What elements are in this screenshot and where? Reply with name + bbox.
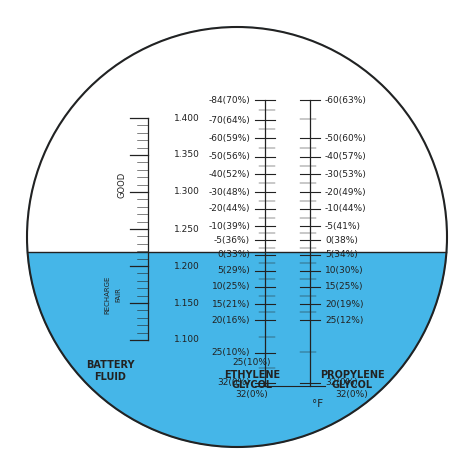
Text: °F: °F [312,399,324,409]
Text: 1.100: 1.100 [174,336,200,345]
Text: ETHYLENE: ETHYLENE [224,370,280,380]
Text: -84(70%): -84(70%) [208,95,250,104]
Text: -5(41%): -5(41%) [325,221,361,230]
Text: 5(34%): 5(34%) [325,250,358,259]
Text: 1.350: 1.350 [174,151,200,159]
Text: 0(38%): 0(38%) [325,236,358,245]
Text: 10(25%): 10(25%) [211,283,250,292]
Text: 1.150: 1.150 [174,299,200,308]
Text: -70(64%): -70(64%) [208,116,250,125]
Text: 25(12%): 25(12%) [325,316,364,325]
Text: 15(25%): 15(25%) [325,283,364,292]
Text: GOOD: GOOD [118,172,127,198]
Text: 32(0%): 32(0%) [236,390,268,399]
Text: -60(59%): -60(59%) [208,134,250,143]
Text: 1.300: 1.300 [174,188,200,197]
Text: 0(33%): 0(33%) [217,250,250,259]
Text: -10(44%): -10(44%) [325,204,366,213]
Text: -40(52%): -40(52%) [209,170,250,179]
Text: 32(0%): 32(0%) [217,379,250,388]
Text: -40(57%): -40(57%) [325,153,367,162]
Polygon shape [27,27,447,252]
Text: 20(19%): 20(19%) [325,300,364,309]
Text: 20(16%): 20(16%) [211,316,250,325]
Text: -50(60%): -50(60%) [325,134,367,143]
Text: GLYCOL: GLYCOL [331,380,373,390]
Text: 1.400: 1.400 [174,113,200,122]
Text: FAIR: FAIR [115,288,121,302]
Text: -30(48%): -30(48%) [208,188,250,197]
Text: RECHARGE: RECHARGE [104,276,110,314]
Text: 10(30%): 10(30%) [325,266,364,275]
Text: 25(10%): 25(10%) [233,358,271,367]
Text: -20(49%): -20(49%) [325,188,366,197]
Text: PROPYLENE: PROPYLENE [319,370,384,380]
Text: 32(0%): 32(0%) [336,390,368,399]
Text: -20(44%): -20(44%) [209,204,250,213]
Text: 15(21%): 15(21%) [211,300,250,309]
Text: -60(63%): -60(63%) [325,95,367,104]
Text: -10(39%): -10(39%) [208,221,250,230]
Text: GLYCOL: GLYCOL [231,380,273,390]
Polygon shape [27,27,447,447]
Text: 32(0%): 32(0%) [325,379,358,388]
Text: 1.250: 1.250 [174,225,200,234]
Text: -30(53%): -30(53%) [325,170,367,179]
Text: -5(36%): -5(36%) [214,236,250,245]
Text: 5(29%): 5(29%) [217,266,250,275]
Text: 1.200: 1.200 [174,262,200,271]
Text: -50(56%): -50(56%) [208,153,250,162]
Text: 25(10%): 25(10%) [211,348,250,357]
Text: BATTERY
FLUID: BATTERY FLUID [86,360,134,383]
